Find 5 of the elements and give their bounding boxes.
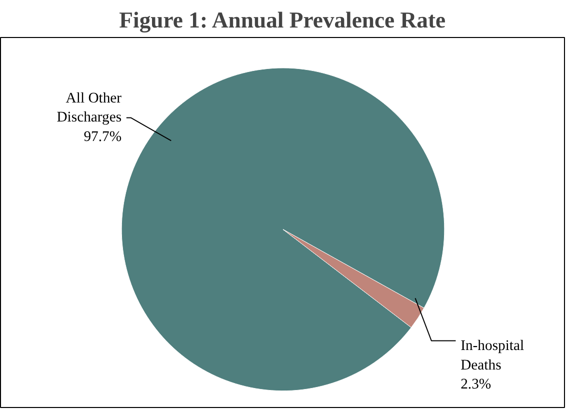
- chart-title: Figure 1: Annual Prevalence Rate: [119, 8, 446, 32]
- data-label: 97.7%: [84, 128, 122, 145]
- data-label: 2.3%: [460, 376, 492, 393]
- slice-label: All Other Discharges: [56, 90, 122, 126]
- slice-label: In-hospital Deaths: [460, 338, 524, 374]
